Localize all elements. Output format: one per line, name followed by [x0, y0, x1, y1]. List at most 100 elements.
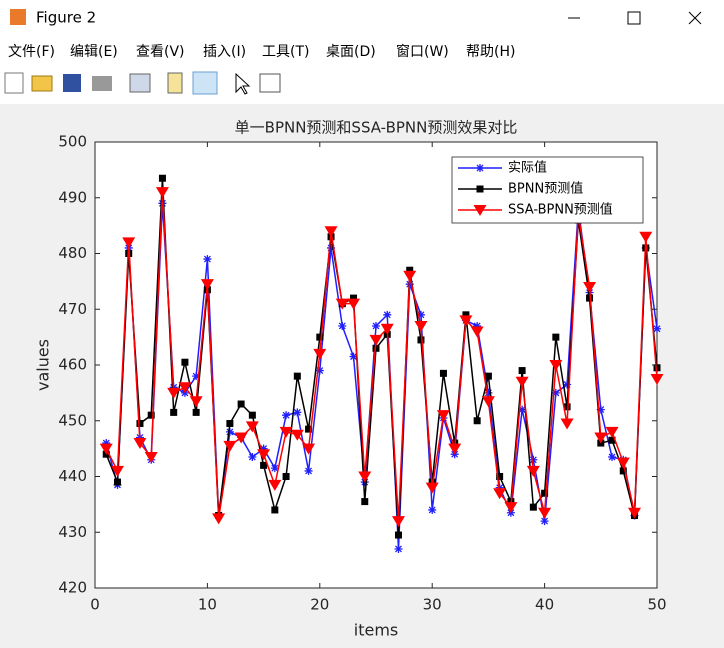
marker: [484, 388, 493, 397]
y-axis-label: values: [34, 339, 53, 391]
legend-label: 实际值: [508, 160, 547, 176]
marker: [268, 479, 282, 491]
marker: [538, 507, 552, 519]
marker: [327, 243, 336, 252]
marker: [349, 352, 358, 361]
marker: [526, 465, 540, 477]
close-button[interactable]: [688, 11, 702, 25]
marker: [316, 333, 324, 341]
window-title: Figure 2: [36, 9, 96, 27]
marker: [113, 478, 121, 486]
app-icon: [10, 9, 26, 25]
marker: [515, 376, 529, 388]
marker: [481, 396, 495, 408]
marker: [203, 255, 212, 264]
menu-item[interactable]: 桌面(D): [326, 44, 376, 60]
y-tick-label: 450: [58, 411, 87, 429]
marker: [605, 426, 619, 438]
menu-bar: 文件(F) 编辑(E) 查看(V) 插入(I) 工具(T) 桌面(D) 窗口(W) 帮助(H): [8, 43, 515, 60]
menu-item[interactable]: 编辑(E): [70, 44, 118, 60]
marker: [293, 372, 301, 380]
tool-open[interactable]: [31, 75, 53, 92]
tool-colorbar[interactable]: [167, 72, 183, 94]
tool-print[interactable]: [92, 76, 112, 91]
maximize-button[interactable]: [627, 11, 641, 25]
legend: 实际值 BPNN预测值 SSA-BPNN预测值: [451, 156, 644, 224]
menu-item[interactable]: 插入(I): [203, 44, 246, 60]
marker: [639, 231, 653, 243]
tool-pointer[interactable]: [235, 72, 251, 95]
tool-legend[interactable]: [192, 71, 218, 95]
marker: [484, 372, 492, 380]
menu-item[interactable]: 文件(F): [8, 44, 55, 60]
tool-new[interactable]: [4, 72, 24, 94]
marker: [551, 388, 560, 397]
marker: [170, 408, 178, 416]
marker: [315, 366, 324, 375]
marker: [313, 348, 327, 360]
marker: [594, 432, 608, 444]
toolbar: [4, 71, 281, 95]
y-tick-label: 460: [58, 356, 87, 374]
tool-link[interactable]: [129, 73, 151, 93]
marker: [293, 408, 302, 417]
marker: [271, 506, 279, 514]
menu-item[interactable]: 窗口(W): [396, 43, 449, 60]
marker: [192, 408, 200, 416]
tool-property[interactable]: [259, 73, 281, 93]
marker: [473, 417, 481, 425]
marker: [245, 421, 259, 433]
marker: [136, 420, 144, 428]
marker: [335, 298, 349, 310]
marker: [279, 426, 293, 438]
marker: [99, 443, 113, 455]
x-tick-label: 30: [423, 596, 442, 614]
x-tick-label: 0: [90, 596, 100, 614]
marker: [237, 400, 245, 408]
y-tick-label: 490: [58, 188, 87, 206]
chrome-bg: [0, 0, 724, 104]
marker: [347, 298, 361, 310]
marker: [324, 226, 338, 238]
marker: [248, 411, 256, 419]
marker: [439, 369, 447, 377]
marker: [226, 420, 234, 428]
series-line: [105, 192, 658, 522]
marker: [549, 360, 563, 371]
marker: [470, 326, 484, 338]
series-line: [105, 178, 658, 536]
marker: [372, 321, 380, 330]
marker: [406, 266, 414, 274]
marker: [650, 373, 664, 385]
marker: [414, 320, 428, 332]
x-tick-label: 40: [535, 596, 554, 614]
marker: [596, 405, 605, 414]
marker: [459, 315, 473, 327]
marker: [518, 405, 527, 414]
marker: [200, 279, 214, 291]
marker: [110, 465, 124, 477]
marker: [158, 174, 166, 182]
marker: [189, 396, 203, 408]
marker: [338, 321, 347, 330]
marker: [403, 270, 417, 282]
marker: [257, 449, 271, 461]
menu-item[interactable]: 工具(T): [262, 44, 309, 60]
chart-title: 单一BPNN预测和SSA-BPNN预测效果对比: [235, 119, 518, 137]
y-tick-label: 420: [58, 579, 87, 597]
marker: [493, 488, 507, 500]
x-tick-label: 50: [647, 596, 666, 614]
marker: [428, 505, 437, 514]
marker: [529, 503, 537, 511]
x-tick-label: 10: [198, 596, 217, 614]
menu-item[interactable]: 帮助(H): [466, 44, 515, 60]
marker: [147, 411, 155, 419]
menu-item[interactable]: 查看(V): [136, 44, 185, 60]
marker: [518, 367, 526, 375]
y-tick-label: 440: [58, 467, 87, 485]
tool-save[interactable]: [63, 74, 81, 92]
marker: [529, 455, 538, 464]
marker: [304, 466, 313, 475]
marker: [608, 452, 617, 461]
